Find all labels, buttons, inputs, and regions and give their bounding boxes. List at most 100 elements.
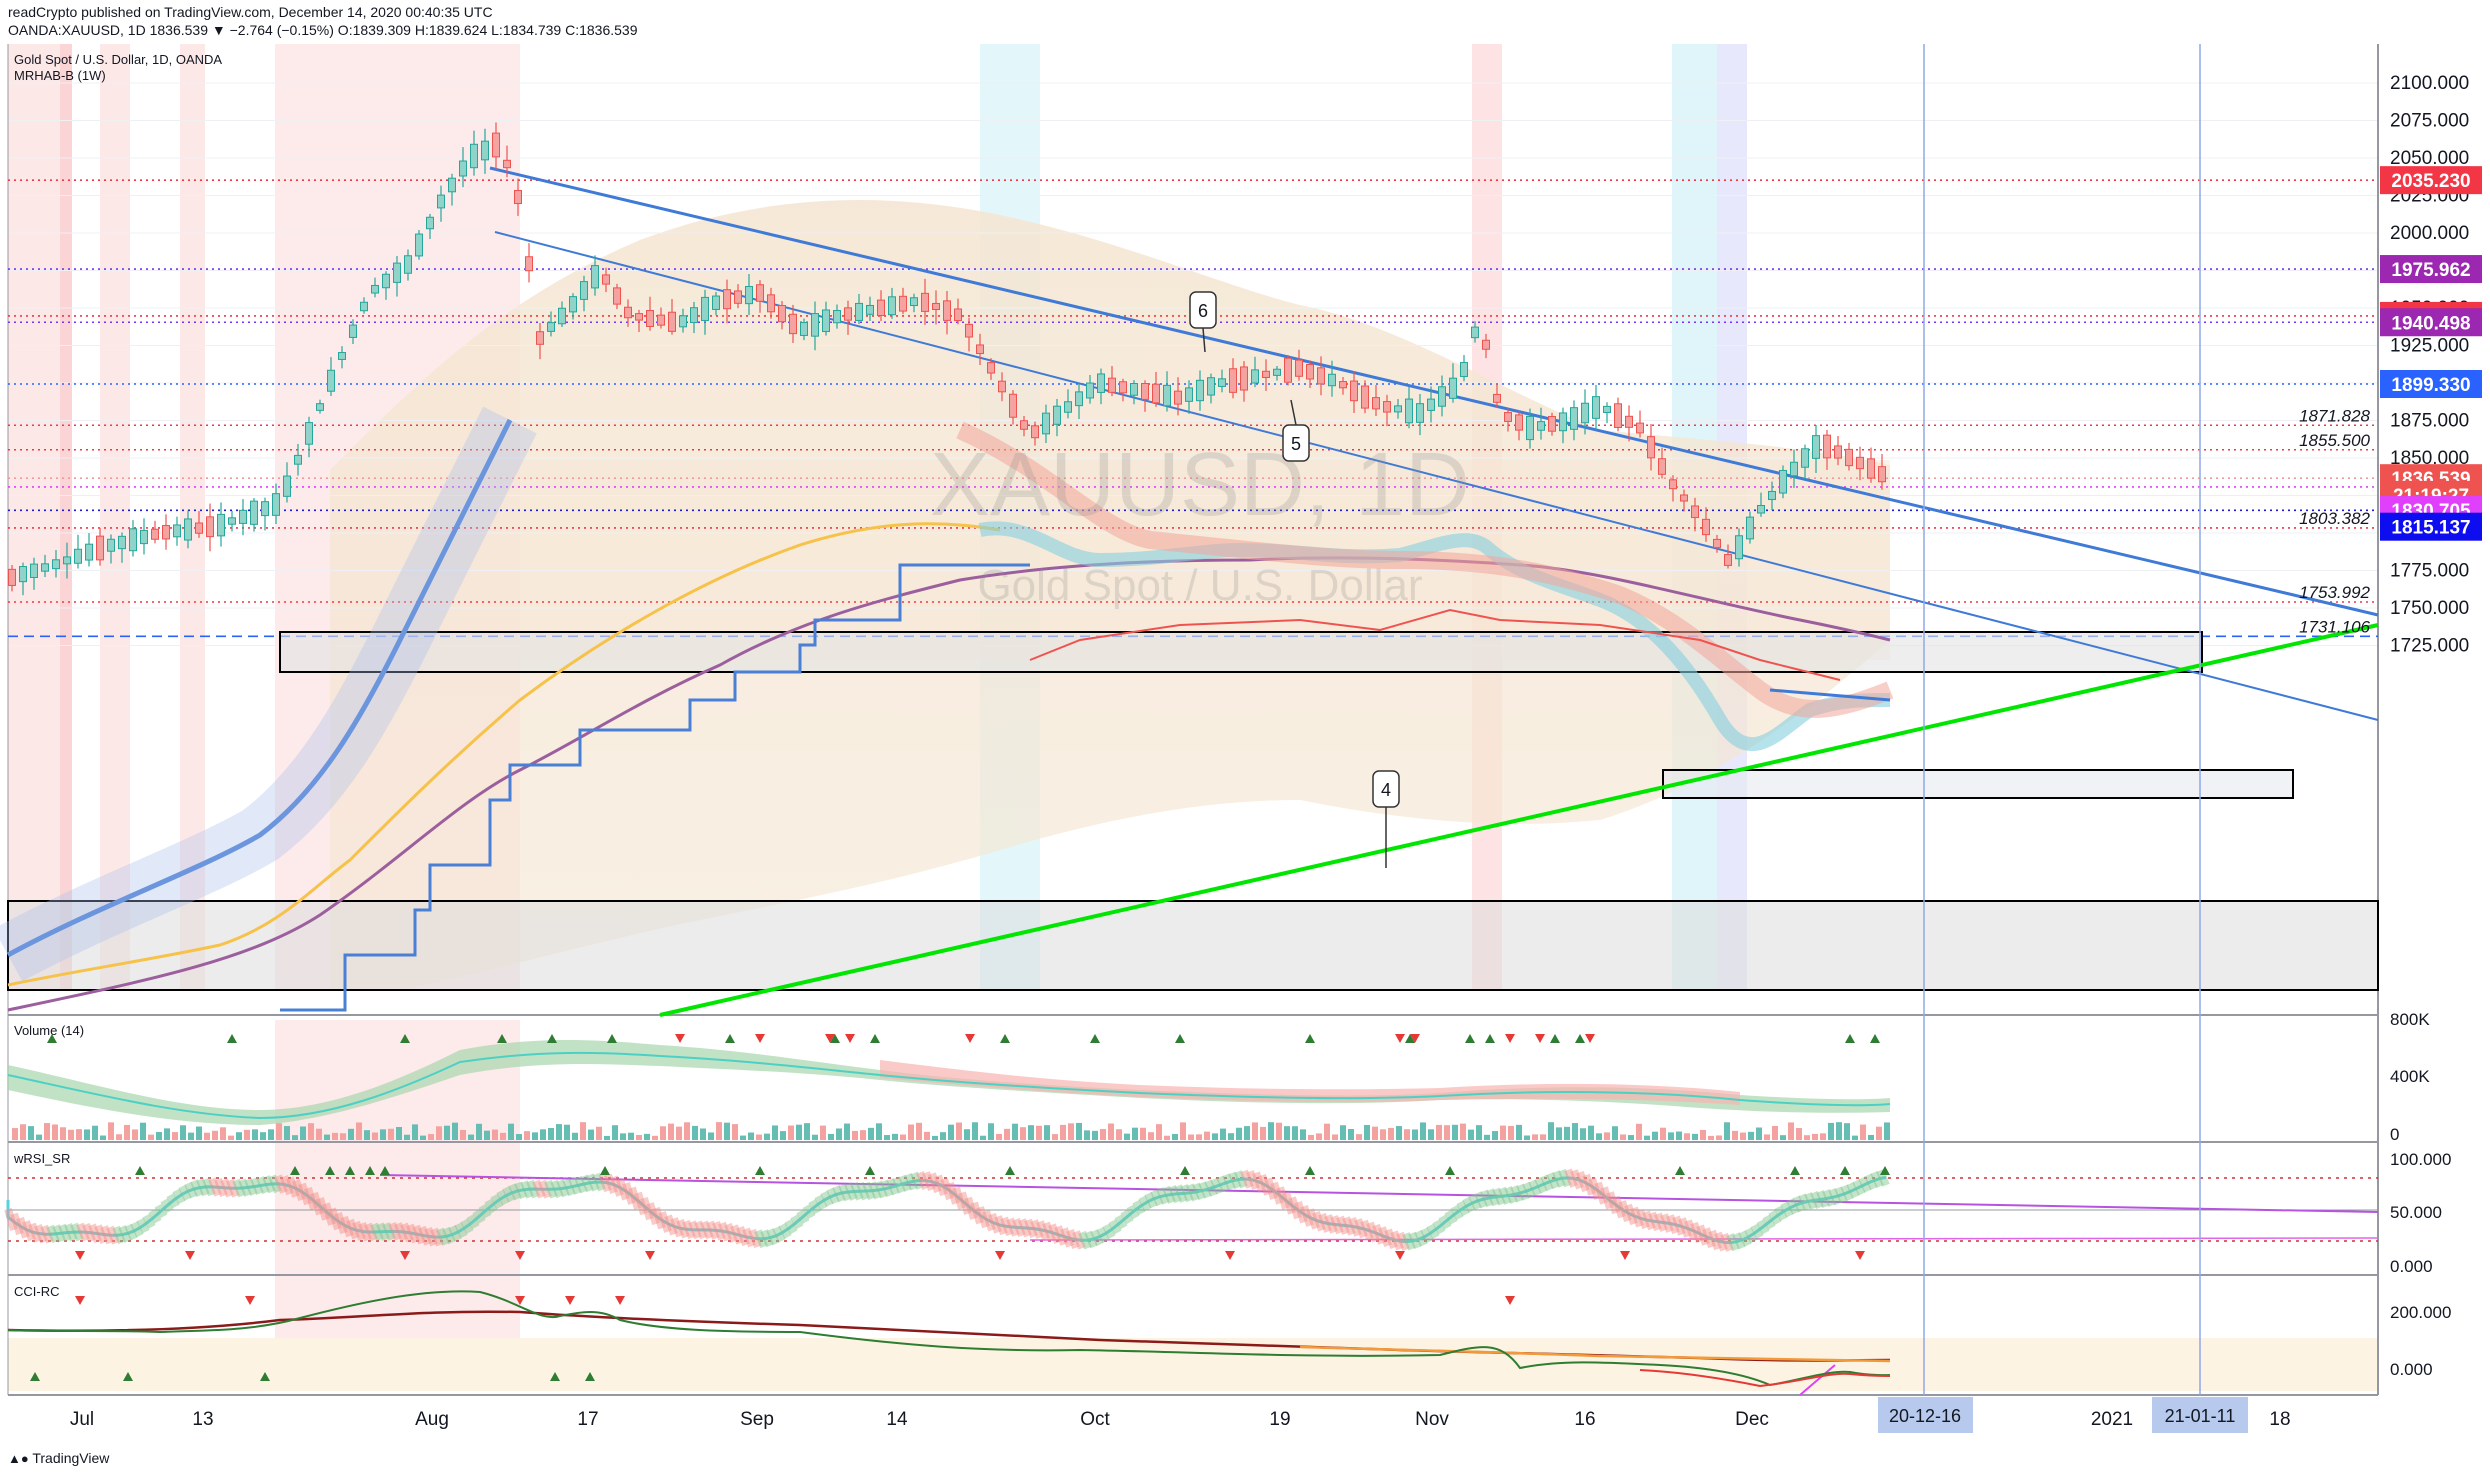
rsi-ribbon-segment bbox=[1252, 1171, 1266, 1193]
trading-chart[interactable]: XAUUSD, 1D Gold Spot / U.S. Dollar Gold … bbox=[0, 44, 2490, 1442]
rsi-ribbon-segment bbox=[352, 1220, 366, 1241]
level-label: 1855.500 bbox=[2299, 431, 2370, 450]
x-tick-labels: Jul 13 Aug 17 Sep 14 Oct 19 Nov 16 Dec 2021 18 bbox=[70, 1409, 2291, 1430]
rsi-ribbon-segment bbox=[598, 1172, 612, 1193]
volume-bar bbox=[268, 1129, 274, 1140]
candle-body bbox=[404, 255, 412, 274]
candle-body bbox=[569, 296, 577, 313]
candle-body bbox=[283, 475, 291, 497]
up-arrow-icon bbox=[1790, 1166, 1800, 1175]
candle-body bbox=[393, 262, 401, 283]
volume-bar bbox=[836, 1128, 842, 1140]
y-tick-label: 1875.000 bbox=[2390, 411, 2469, 432]
watermark-name: Gold Spot / U.S. Dollar bbox=[977, 561, 1422, 610]
rsi-ribbon-segment bbox=[724, 1222, 738, 1243]
volume-bar bbox=[1724, 1122, 1730, 1140]
candle-body bbox=[1284, 357, 1292, 383]
rsi-ribbon-segment bbox=[1852, 1179, 1866, 1196]
rsi-ribbon-segment bbox=[1654, 1212, 1668, 1232]
rsi-ribbon-segment bbox=[766, 1228, 780, 1246]
candle-body bbox=[1581, 402, 1589, 424]
candle-body bbox=[1790, 461, 1798, 477]
candle-body bbox=[1273, 368, 1281, 376]
rsi-ribbon-segment bbox=[1834, 1186, 1848, 1204]
candle-body bbox=[1064, 401, 1072, 413]
rsi-ribbon-segment bbox=[796, 1209, 810, 1225]
rsi-ribbon-segment bbox=[100, 1225, 114, 1245]
rsi-title: wRSI_SR bbox=[13, 1151, 70, 1166]
rsi-ribbon-segment bbox=[406, 1223, 420, 1244]
candle-body bbox=[1207, 377, 1215, 396]
rsi-ribbon-segment bbox=[1276, 1186, 1290, 1210]
volume-bar bbox=[36, 1134, 42, 1140]
trendlines bbox=[489, 166, 2379, 1396]
candle-body bbox=[1295, 359, 1303, 377]
up-arrow-icon bbox=[830, 1034, 840, 1043]
candle-body bbox=[1603, 405, 1611, 413]
rsi-ribbon-segment bbox=[292, 1179, 306, 1202]
rsi-ribbon-segment bbox=[1558, 1168, 1572, 1188]
rsi-ribbon-segment bbox=[898, 1174, 912, 1192]
down-arrow-icon bbox=[1505, 1034, 1515, 1043]
tradingview-logo[interactable]: ▲● TradingView bbox=[8, 1450, 109, 1466]
y-tick-label: 2000.000 bbox=[2390, 223, 2469, 244]
volume-bar bbox=[1324, 1123, 1330, 1140]
rsi-ribbon-segment bbox=[1294, 1200, 1308, 1224]
rsi-ribbon-segment bbox=[442, 1226, 456, 1245]
volume-bar bbox=[1804, 1135, 1810, 1140]
rsi-ribbon-segment bbox=[922, 1171, 936, 1192]
candle-body bbox=[448, 177, 456, 193]
rsi-ribbon-segment bbox=[1444, 1209, 1458, 1225]
down-arrow-icon bbox=[845, 1034, 855, 1043]
volume-bar bbox=[164, 1128, 170, 1140]
up-arrow-icon bbox=[865, 1166, 875, 1175]
volume-bar bbox=[556, 1124, 562, 1140]
volume-bar bbox=[76, 1129, 82, 1140]
candle-body bbox=[415, 233, 423, 257]
rsi-ribbon-segment bbox=[1474, 1191, 1488, 1209]
volume-bar bbox=[668, 1123, 674, 1140]
candle-body bbox=[1262, 370, 1270, 378]
rsi-ribbon-segment bbox=[1300, 1205, 1314, 1227]
price-label: 2035.230 bbox=[2391, 171, 2470, 192]
volume-bar bbox=[1212, 1133, 1218, 1140]
candle-body bbox=[1086, 382, 1094, 399]
volume-bar bbox=[1092, 1130, 1098, 1140]
volume-bar bbox=[868, 1127, 874, 1140]
candle-body bbox=[866, 304, 874, 315]
candle-body bbox=[1669, 479, 1677, 490]
rsi-ribbon-segment bbox=[1144, 1191, 1158, 1209]
rsi-ribbon-segment bbox=[1600, 1186, 1614, 1210]
volume-bar bbox=[1428, 1129, 1434, 1140]
candle-body bbox=[1779, 469, 1787, 494]
candle-body bbox=[195, 522, 203, 534]
volume-bar bbox=[716, 1122, 722, 1140]
volume-bar bbox=[1340, 1125, 1346, 1140]
candlesticks bbox=[8, 122, 1886, 596]
rsi-ribbon-segment bbox=[568, 1177, 582, 1195]
rsi-ribbon-segment bbox=[1132, 1199, 1146, 1216]
callout-6: 6 bbox=[1189, 291, 1217, 353]
up-arrow-icon bbox=[1675, 1166, 1685, 1175]
candle-body bbox=[547, 322, 555, 332]
candle-body bbox=[8, 568, 16, 586]
volume-bar bbox=[644, 1133, 650, 1140]
volume-bar bbox=[764, 1133, 770, 1140]
candle-body bbox=[184, 518, 192, 541]
volume-bar bbox=[1372, 1126, 1378, 1140]
volume-bar bbox=[1380, 1129, 1386, 1140]
rsi-ribbon-segment bbox=[1114, 1214, 1128, 1230]
volume-bar bbox=[284, 1126, 290, 1140]
rsi-ribbon-segment bbox=[436, 1227, 450, 1246]
volume-bar bbox=[1332, 1134, 1338, 1140]
rsi-ribbon-segment bbox=[982, 1209, 996, 1232]
rsi-ribbon-segment bbox=[1348, 1217, 1362, 1237]
candle-body bbox=[701, 296, 709, 321]
volume-bar bbox=[820, 1125, 826, 1140]
candle-body bbox=[217, 513, 225, 537]
volume-bar bbox=[412, 1124, 418, 1140]
rsi-tick-50: 50.000 bbox=[2390, 1203, 2442, 1222]
rsi-ribbon-segment bbox=[592, 1172, 606, 1192]
volume-bar bbox=[1620, 1134, 1626, 1140]
rsi-ribbon-segment bbox=[1312, 1211, 1326, 1232]
